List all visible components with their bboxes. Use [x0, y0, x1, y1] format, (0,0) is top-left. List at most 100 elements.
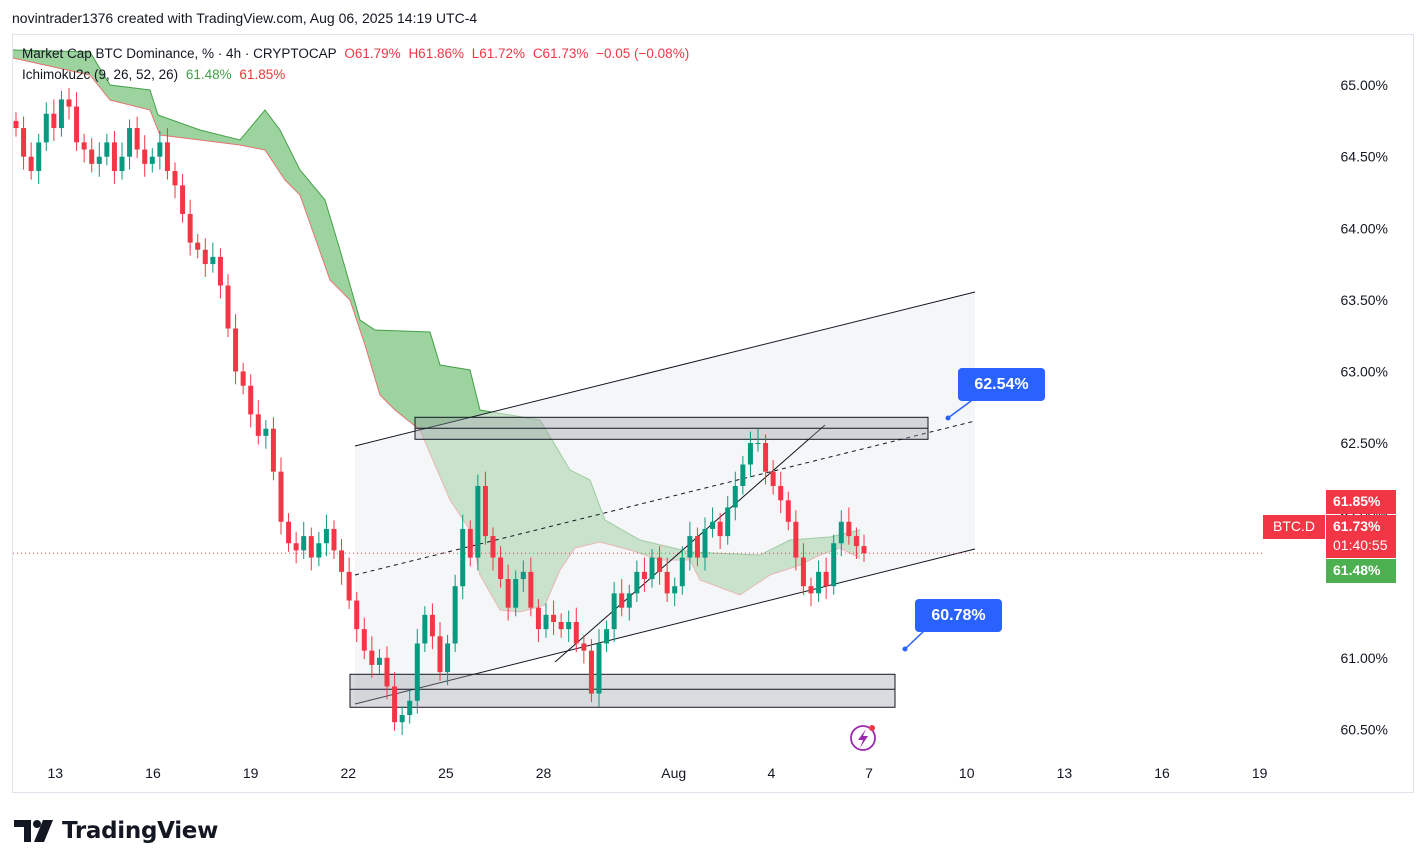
candle-body [21, 128, 27, 157]
time-tick-label: 16 [145, 765, 161, 781]
candle-body [543, 614, 549, 630]
candle-body [445, 643, 451, 673]
candle-body [149, 156, 155, 164]
upper-level-callout[interactable]: 62.54% [958, 368, 1045, 401]
price-tick-label: 64.50% [1341, 149, 1388, 165]
time-tick-label: 16 [1154, 765, 1170, 781]
candle-body [422, 614, 428, 644]
legend-close: C61.73% [532, 46, 589, 61]
candle-body [13, 120, 19, 129]
candle-body [513, 579, 519, 608]
candle-body [581, 643, 587, 651]
candle-body [331, 528, 337, 551]
author-line: novintrader1376 created with TradingView… [12, 10, 478, 26]
candle-body [437, 636, 443, 673]
candle-body [202, 249, 208, 265]
candle-body [346, 571, 352, 601]
price-axis[interactable]: 65.00%64.50%64.00%63.50%63.00%62.50%62.0… [1341, 77, 1388, 737]
candle-body [58, 99, 64, 129]
upper-price-tag: 61.85% [1326, 490, 1396, 514]
candle-body [482, 485, 488, 537]
candle-body [528, 571, 534, 608]
candles [13, 87, 867, 736]
legend-open: O61.79% [344, 46, 401, 61]
price-tick-label: 60.50% [1341, 721, 1388, 737]
candle-body [74, 106, 80, 143]
candle-body [838, 521, 844, 544]
candle-body [604, 629, 610, 644]
candle-body [846, 521, 852, 537]
symbol-legend[interactable]: Market Cap BTC Dominance, % · 4h · CRYPT… [22, 46, 693, 61]
candle-body [717, 521, 723, 537]
candle-body [172, 171, 178, 186]
candle-body [498, 557, 504, 580]
price-tick-label: 62.50% [1341, 435, 1388, 451]
lower-level-callout[interactable]: 60.78% [915, 599, 1002, 632]
candle-body [316, 543, 322, 558]
candle-body [407, 700, 413, 716]
candle-body [694, 536, 700, 558]
candle-body [28, 156, 34, 172]
tradingview-logo-text: TradingView [62, 818, 219, 844]
tradingview-logo[interactable]: TradingView [14, 816, 218, 846]
time-tick-label: 19 [1252, 765, 1268, 781]
candle-body [490, 536, 496, 558]
candle-body [354, 600, 360, 630]
lightning-icon-bolt [858, 729, 868, 748]
candle-body [134, 128, 140, 150]
candle-body [778, 485, 784, 501]
candle-body [611, 593, 617, 630]
candle-body [687, 536, 693, 558]
candle-body [210, 256, 216, 265]
candle-body [831, 543, 837, 587]
candle-body [111, 142, 117, 172]
time-tick-label: 22 [340, 765, 356, 781]
time-tick-label: 7 [865, 765, 873, 781]
lower-zone [349, 673, 896, 708]
candle-body [649, 557, 655, 580]
candle-body [763, 443, 769, 472]
candle-body [732, 485, 738, 508]
candle-body [392, 686, 398, 723]
candle-body [573, 621, 579, 644]
candle-body [286, 521, 292, 544]
candle-body [127, 128, 133, 157]
lower-callout-dot [902, 646, 908, 652]
tradingview-logo-icon [14, 820, 53, 842]
time-axis[interactable]: 13 16 19 22 25 28 Aug 4 7 10 13 16 19 [48, 765, 1268, 781]
candle-body [566, 621, 572, 630]
candle-body [81, 142, 87, 150]
candle-body [187, 213, 193, 243]
lower-price-tag: 61.48% [1326, 559, 1396, 583]
candle-body [505, 579, 511, 608]
current-price-tag: 61.73% 01:40:55 [1326, 515, 1396, 558]
time-tick-label: 25 [438, 765, 454, 781]
candle-body [808, 586, 814, 594]
candle-body [180, 185, 186, 214]
candle-body [520, 571, 526, 580]
candle-body [104, 142, 110, 157]
indicator-legend[interactable]: Ichimoku2c (9, 26, 52, 26) 61.48% 61.85% [22, 67, 289, 82]
time-tick-label: 19 [243, 765, 259, 781]
indicator-name[interactable]: Ichimoku2c (9, 26, 52, 26) [22, 67, 179, 82]
candle-body [36, 142, 42, 172]
candle-body [596, 643, 602, 694]
candle-body [119, 156, 125, 172]
symbol-name[interactable]: Market Cap BTC Dominance, % · 4h · CRYPT… [22, 46, 337, 61]
candle-body [679, 557, 685, 587]
candle-body [626, 593, 632, 608]
candle-body [467, 528, 473, 558]
candle-body [429, 614, 435, 637]
candle-body [816, 571, 822, 594]
candle-body [672, 586, 678, 594]
candle-body [755, 443, 761, 445]
lower-callout-pointer [904, 629, 926, 650]
time-tick-label: 28 [536, 765, 552, 781]
candle-body [301, 536, 307, 551]
candle-body [217, 256, 223, 286]
candle-body [702, 528, 708, 558]
channel-midline [354, 420, 976, 576]
candle-body [793, 521, 799, 558]
time-tick-label: 13 [1057, 765, 1073, 781]
